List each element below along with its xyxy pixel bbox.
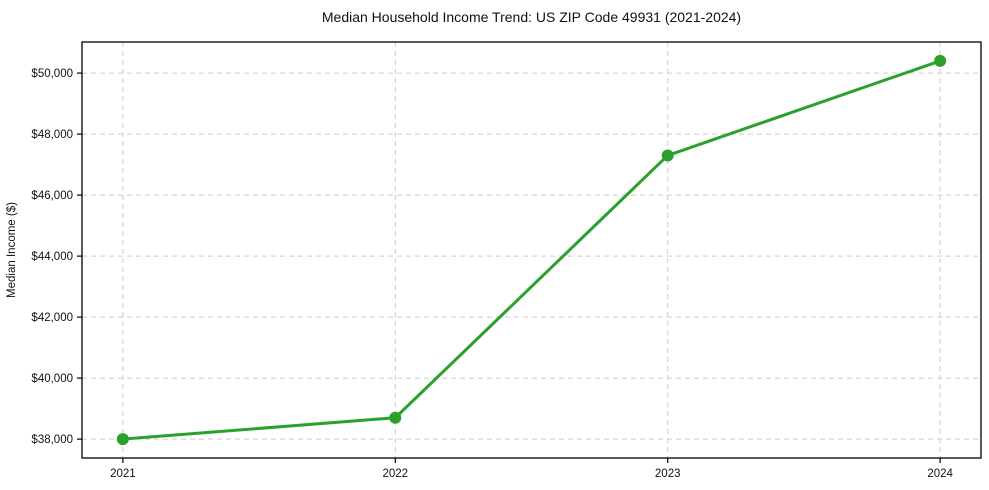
data-point [934, 54, 947, 67]
x-tick-label: 2023 [655, 468, 681, 480]
y-tick-label: $46,000 [31, 190, 73, 202]
y-tick-label: $38,000 [31, 434, 73, 446]
data-point [116, 433, 129, 446]
trend-line [121, 59, 942, 441]
y-axis-title: Median Income ($) [6, 202, 18, 298]
y-tick-label: $44,000 [31, 251, 73, 263]
x-tick-label: 2021 [110, 468, 136, 480]
data-point [389, 411, 402, 424]
data-point [661, 149, 674, 162]
x-tick-label: 2024 [927, 468, 953, 480]
x-tick-label: 2022 [382, 468, 408, 480]
chart-title: Median Household Income Trend: US ZIP Co… [321, 9, 742, 25]
y-tick-label: $48,000 [31, 129, 73, 141]
y-tick-label: $50,000 [31, 68, 73, 80]
y-tick-label: $42,000 [31, 312, 73, 324]
y-tick-label: $40,000 [31, 373, 73, 385]
plot-border [81, 41, 982, 459]
